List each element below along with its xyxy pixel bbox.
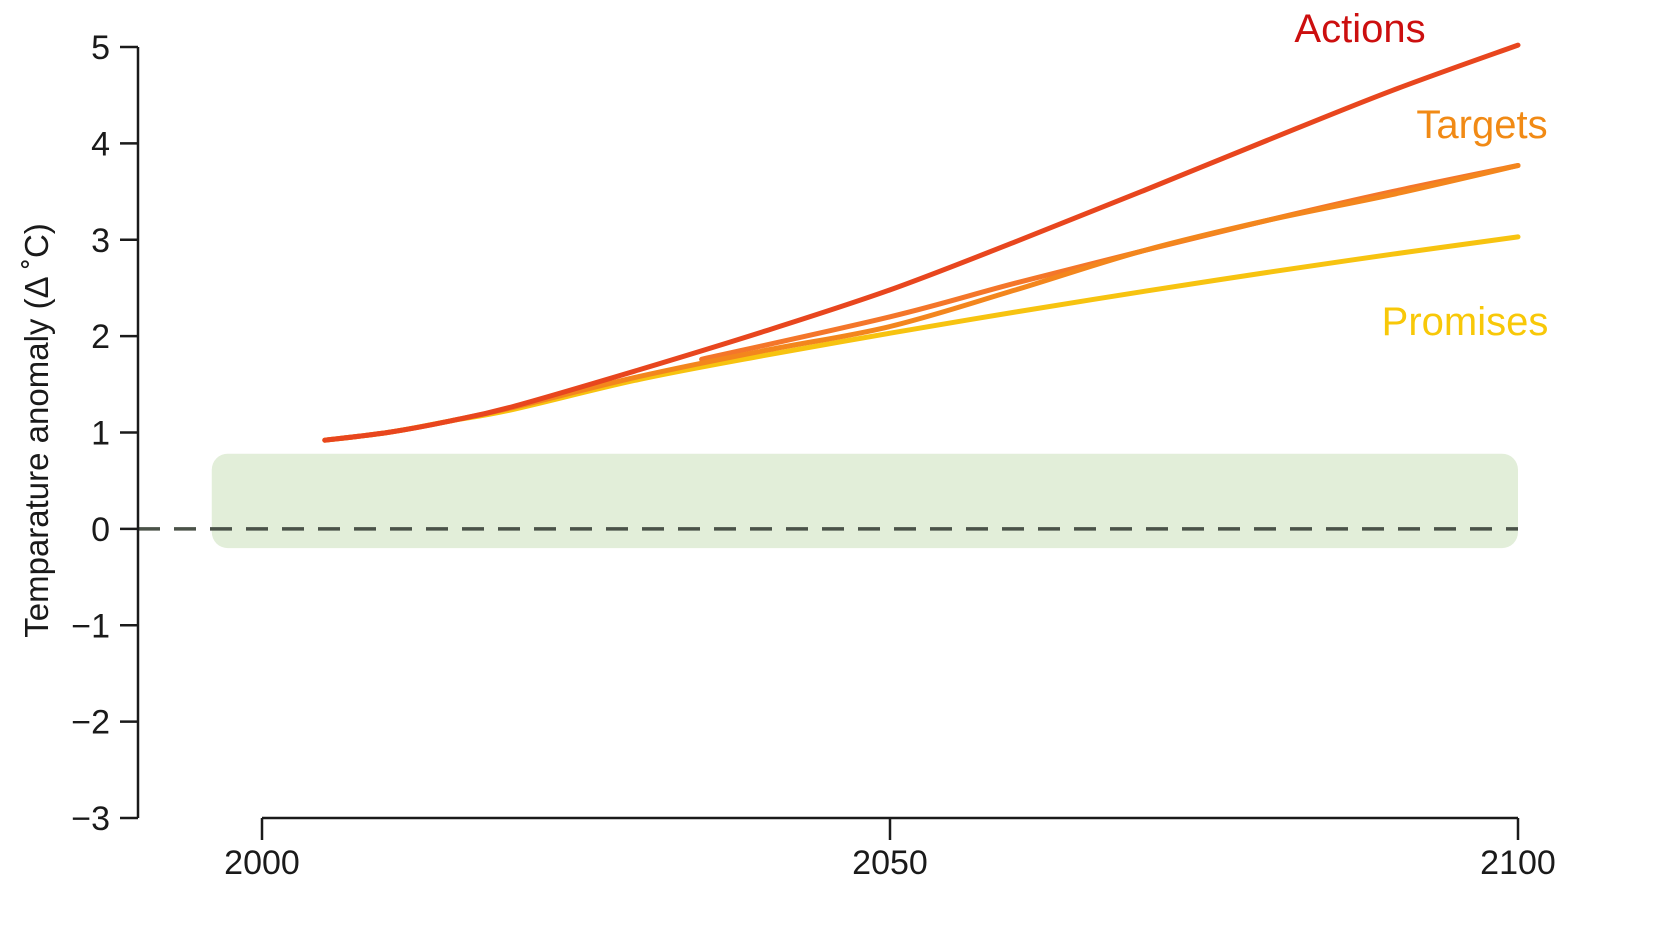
y-tick-label: 3 bbox=[91, 222, 110, 260]
y-tick-label: 2 bbox=[91, 318, 110, 356]
y-tick-label: −3 bbox=[71, 800, 110, 838]
y-axis-title: Temparature anomaly (Δ ˚C) bbox=[18, 223, 55, 638]
y-tick-label: −1 bbox=[71, 607, 110, 645]
x-tick-label: 2000 bbox=[224, 844, 300, 882]
y-tick-label: −2 bbox=[71, 704, 110, 742]
series-label-actions: Actions bbox=[1294, 7, 1425, 51]
y-tick-label: 1 bbox=[91, 415, 110, 453]
safe-range-band bbox=[211, 453, 1518, 549]
y-tick-label: 0 bbox=[91, 511, 110, 549]
y-tick-label: 5 bbox=[91, 29, 110, 67]
x-tick-label: 2100 bbox=[1480, 844, 1556, 882]
y-tick-label: 4 bbox=[91, 125, 110, 163]
series-label-targets: Targets bbox=[1416, 103, 1547, 147]
series-line-actions bbox=[322, 42, 1521, 443]
series-label-promises: Promises bbox=[1382, 300, 1549, 344]
x-tick-label: 2050 bbox=[852, 844, 928, 882]
series-line-targets bbox=[322, 163, 1521, 443]
